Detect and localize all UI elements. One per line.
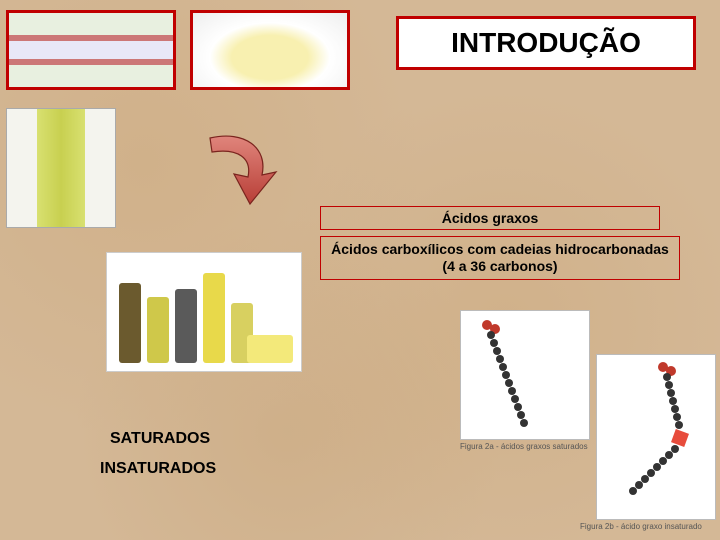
molecule-saturated-image [460,310,590,440]
label-saturated: SATURADOS [110,430,210,448]
textbox-definition: Ácidos carboxílicos com cadeias hidrocar… [320,236,680,280]
slide-title-text: INTRODUÇÃO [451,27,641,59]
oils-group-image [106,252,302,372]
molecule-saturated-caption: Figura 2a - ácidos graxos saturados [460,442,588,451]
textbox-1-text: Ácidos graxos [442,210,538,226]
molecule-unsaturated-image [596,354,716,520]
slide-title: INTRODUÇÃO [396,16,696,70]
membrane-image [6,10,176,90]
butter-image [190,10,350,90]
molecule-unsaturated-caption: Figura 2b - ácido graxo insaturado [580,522,702,531]
textbox-acidos-graxos: Ácidos graxos [320,206,660,230]
oil-bottle-image [6,108,116,228]
textbox-2-text: Ácidos carboxílicos com cadeias hidrocar… [327,241,673,276]
label-unsaturated: INSATURADOS [100,460,216,478]
curved-arrow-icon [190,130,290,210]
